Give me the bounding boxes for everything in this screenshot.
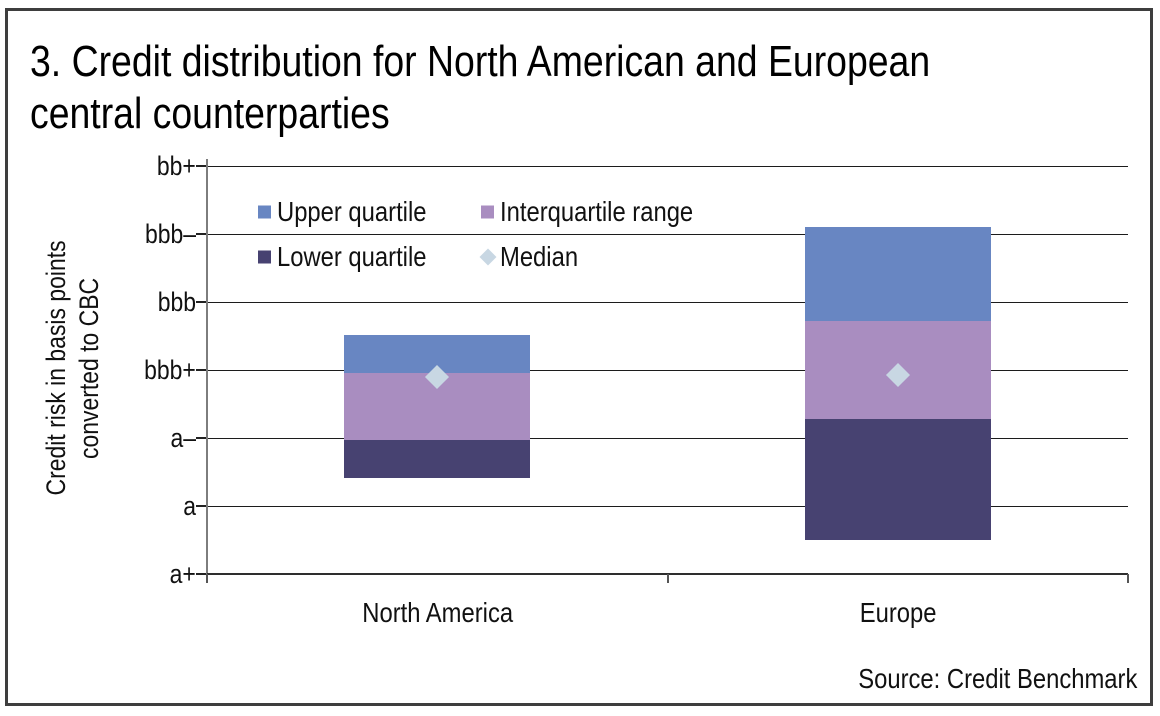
gridline xyxy=(207,437,1128,439)
chart-title-line1: 3. Credit distribution for North America… xyxy=(30,37,931,86)
y-axis-tick xyxy=(196,301,207,303)
y-axis-line xyxy=(206,159,208,574)
source-text: Source: Credit Benchmark xyxy=(857,663,1137,694)
y-tick-label-text: bbb xyxy=(157,287,196,317)
y-tick-label-text: a– xyxy=(170,423,196,453)
bar-segment-lower-quartile xyxy=(804,418,991,540)
y-tick-label: a xyxy=(104,490,196,522)
legend-label: Median xyxy=(500,241,592,273)
y-tick-label-text: bbb– xyxy=(144,219,196,249)
y-tick-label: bbb+ xyxy=(104,354,196,386)
gridline xyxy=(207,505,1128,507)
legend-swatch-icon xyxy=(258,205,271,219)
y-axis-tick xyxy=(196,369,207,371)
legend-label-text: Interquartile range xyxy=(500,196,694,227)
y-axis-tick xyxy=(196,165,207,167)
x-axis-label-text: Europe xyxy=(859,597,937,628)
gridline xyxy=(207,233,1128,235)
y-axis-tick xyxy=(196,437,207,439)
y-axis-tick xyxy=(196,573,207,575)
chart-title: 3. Credit distribution for North America… xyxy=(30,36,1089,140)
y-tick-label: bbb– xyxy=(104,218,196,250)
y-tick-label-text: bb+ xyxy=(157,151,196,181)
y-axis-title: Credit risk in basis points converted to… xyxy=(40,158,110,578)
figure-border xyxy=(5,8,1153,706)
y-axis-tick xyxy=(196,233,207,235)
y-axis-title-line2: converted to CBC xyxy=(74,277,104,459)
y-tick-label-text: bbb+ xyxy=(144,355,196,385)
bar-segment-upper-quartile xyxy=(804,227,991,322)
gridline xyxy=(207,369,1128,371)
legend-label-text: Upper quartile xyxy=(277,196,427,227)
legend-label: Interquartile range xyxy=(500,196,727,228)
chart-title-line2: central counterparties xyxy=(30,89,390,138)
legend-label-text: Lower quartile xyxy=(277,241,427,272)
bar-segment-lower-quartile xyxy=(344,440,531,479)
y-tick-label: bbb xyxy=(104,286,196,318)
x-axis-tick xyxy=(1127,574,1129,583)
y-axis-tick xyxy=(196,505,207,507)
x-axis-tick xyxy=(206,574,208,583)
x-axis-tick xyxy=(666,574,669,583)
y-tick-label: bb+ xyxy=(104,150,196,182)
legend-label: Lower quartile xyxy=(277,241,453,273)
y-tick-label: a+ xyxy=(104,558,196,590)
y-tick-label-text: a xyxy=(183,491,196,521)
x-axis-label-text: North America xyxy=(361,597,513,628)
x-axis-label: North America xyxy=(287,596,587,630)
legend-swatch-icon xyxy=(258,250,271,264)
legend-swatch-icon xyxy=(481,205,494,219)
y-axis-title-line1: Credit risk in basis points xyxy=(41,240,71,496)
gridline xyxy=(207,165,1128,167)
x-axis-label: Europe xyxy=(748,596,1048,630)
legend-label: Upper quartile xyxy=(277,196,453,228)
y-tick-label: a– xyxy=(104,422,196,454)
y-tick-label-text: a+ xyxy=(169,559,196,589)
gridline xyxy=(207,301,1128,303)
legend-label-text: Median xyxy=(500,241,579,272)
